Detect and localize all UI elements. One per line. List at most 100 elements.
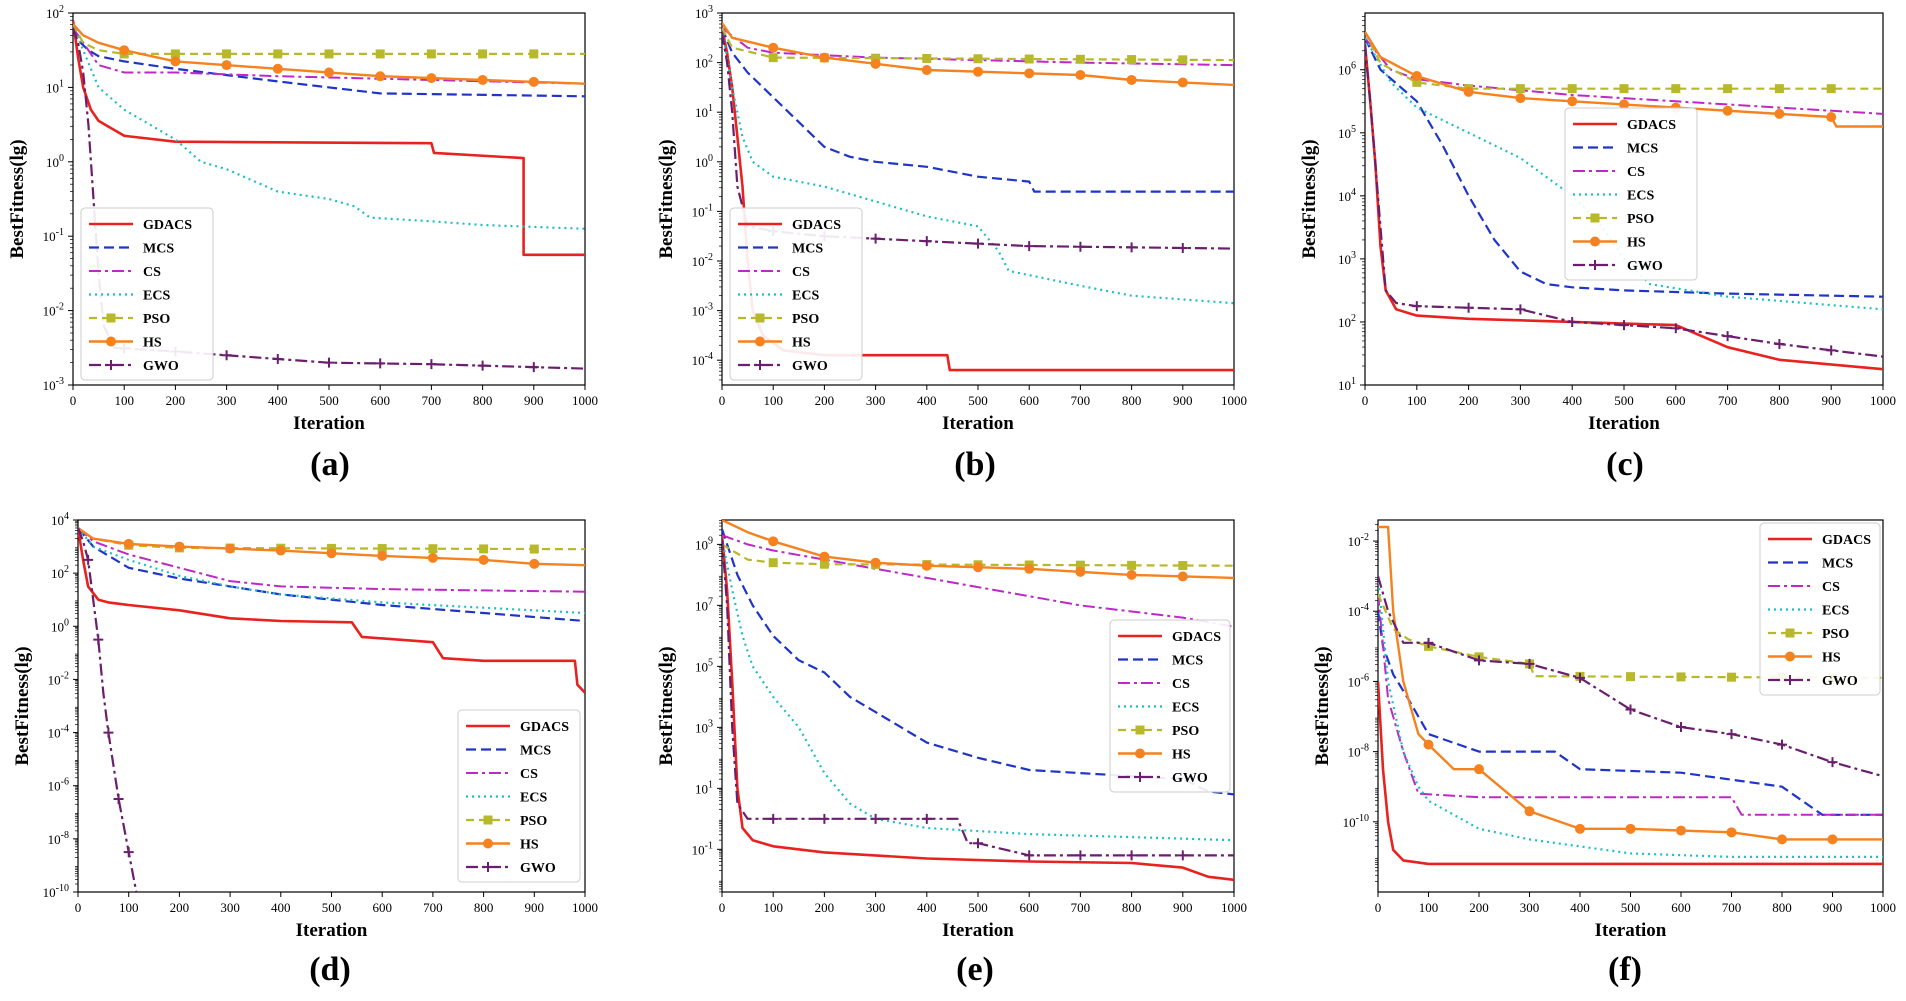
- gwo-marker: [973, 838, 983, 849]
- y-tick-label: 10-10: [43, 883, 69, 900]
- x-tick-label: 0: [70, 393, 77, 408]
- gwo-marker: [1411, 301, 1422, 312]
- x-tick-label: 500: [968, 393, 988, 408]
- pso-marker: [377, 544, 387, 554]
- hs-marker: [427, 552, 438, 563]
- x-tick-label: 0: [1375, 900, 1382, 915]
- x-tick-label: 0: [75, 900, 82, 915]
- y-tick-label: 103: [695, 718, 713, 735]
- series-group: [1365, 31, 1883, 371]
- pso-marker: [1626, 672, 1635, 682]
- series-line-mcs: [78, 527, 585, 623]
- gwo-marker: [1515, 304, 1526, 315]
- legend-label: HS: [1627, 236, 1646, 251]
- gwo-marker: [1075, 241, 1086, 252]
- legend-label: HS: [792, 336, 811, 351]
- hs-marker: [1777, 834, 1787, 845]
- series-line-mcs: [73, 27, 585, 98]
- hs-marker: [272, 63, 283, 74]
- series-line-ecs: [73, 23, 585, 230]
- legend-marker: [1135, 748, 1145, 759]
- pso-marker: [768, 558, 778, 568]
- y-tick-label: 10-1: [43, 227, 64, 244]
- legend-label: GDACS: [520, 720, 569, 735]
- gwo-marker: [1423, 637, 1434, 648]
- y-tick-label: 10-3: [692, 302, 713, 319]
- legend: GDACS MCS CS ECS PSO HS GWO: [80, 207, 214, 381]
- hs-marker: [1774, 108, 1785, 119]
- series-line-ecs: [722, 27, 1234, 305]
- gwo-marker: [819, 813, 830, 824]
- x-tick-label: 500: [322, 900, 342, 915]
- hs-marker: [1575, 823, 1585, 834]
- y-tick-label: 104: [1338, 187, 1356, 204]
- series-line-gwo: [722, 538, 1234, 857]
- legend-label: MCS: [1627, 142, 1658, 157]
- x-tick-label: 200: [170, 900, 190, 915]
- hs-marker: [1826, 112, 1837, 123]
- x-tick-label: 400: [1562, 393, 1582, 408]
- x-tick-label: 700: [423, 900, 443, 915]
- pso-marker: [529, 49, 539, 59]
- hs-marker: [377, 550, 388, 561]
- legend-label: PSO: [1172, 724, 1199, 739]
- y-tick-label: 10-3: [43, 376, 64, 393]
- hs-marker: [1474, 764, 1484, 775]
- hs-marker: [1075, 70, 1086, 80]
- legend-marker: [1135, 725, 1145, 735]
- legend-label: ECS: [792, 289, 819, 304]
- x-tick-label: 300: [217, 393, 237, 408]
- y-tick-label: 101: [1338, 376, 1356, 393]
- legend-label: CS: [1172, 677, 1190, 692]
- hs-marker: [1075, 566, 1086, 577]
- gwo-marker: [93, 634, 104, 645]
- x-tick-label: 300: [1520, 900, 1540, 915]
- gwo-marker: [1670, 323, 1681, 334]
- y-tick-label: 103: [695, 4, 713, 21]
- y-tick-label: 102: [51, 564, 69, 581]
- legend: GDACS MCS CS ECS PSO HS GWO: [457, 709, 581, 883]
- y-tick-label: 10-10: [1343, 813, 1369, 830]
- x-tick-label: 0: [719, 393, 726, 408]
- gwo-marker: [1826, 345, 1837, 356]
- hs-marker: [1676, 825, 1686, 836]
- chart-panel-1: 0 100 200 300 400 500 600 700 800 900 1000 10-3 10-2…: [7, 4, 598, 483]
- x-tick-label: 400: [1570, 900, 1590, 915]
- legend-label: MCS: [520, 744, 551, 759]
- x-tick-label: 800: [1122, 900, 1142, 915]
- hs-marker: [1423, 739, 1434, 750]
- legend-label: GDACS: [1627, 118, 1676, 133]
- series-line-ecs: [78, 527, 585, 615]
- gwo-marker: [1024, 241, 1035, 252]
- y-axis-label: BestFitness(lg): [656, 139, 677, 258]
- pso-marker: [1567, 84, 1577, 94]
- legend-label: CS: [1822, 580, 1840, 595]
- x-tick-label: 700: [1718, 393, 1738, 408]
- legend-label: GDACS: [1822, 533, 1871, 548]
- hs-marker: [1722, 105, 1733, 116]
- pso-marker: [1412, 77, 1422, 87]
- hs-marker: [1411, 71, 1422, 82]
- legend-box: [1109, 619, 1231, 793]
- x-axis-label: Iteration: [1595, 920, 1667, 941]
- x-tick-label: 900: [1173, 393, 1193, 408]
- x-tick-label: 200: [815, 900, 835, 915]
- x-tick-label: 400: [268, 393, 288, 408]
- legend-marker: [1590, 213, 1600, 223]
- x-tick-label: 900: [1823, 900, 1843, 915]
- chart-panel-6: 0 100 200 300 400 500 600 700 800 900 1000 10-10 10-…: [1312, 519, 1896, 988]
- legend-box: [1759, 522, 1881, 696]
- pso-marker: [529, 544, 539, 554]
- legend-label: CS: [520, 767, 538, 782]
- gwo-marker: [921, 236, 932, 247]
- legend-label: GWO: [1627, 259, 1663, 274]
- legend-label: HS: [1172, 748, 1191, 763]
- gwo-marker: [1777, 739, 1787, 750]
- hs-marker: [819, 551, 830, 562]
- gwo-marker: [1474, 655, 1484, 666]
- pso-marker: [1727, 672, 1736, 682]
- x-tick-label: 0: [719, 900, 726, 915]
- x-tick-label: 800: [1122, 393, 1142, 408]
- pso-marker: [1127, 55, 1137, 65]
